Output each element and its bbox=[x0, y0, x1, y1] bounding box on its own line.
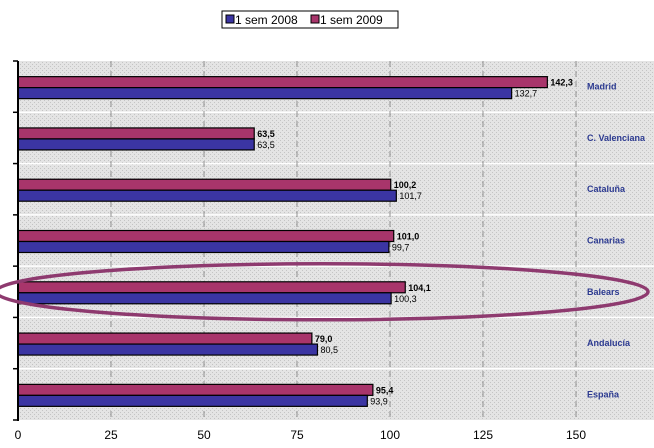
legend-swatch-2008 bbox=[225, 14, 235, 24]
bar-2008 bbox=[17, 87, 513, 100]
value-label-2008: 100,3 bbox=[394, 294, 417, 304]
bar-2008 bbox=[17, 138, 255, 151]
bar-2009 bbox=[17, 383, 374, 396]
bar-2009 bbox=[17, 332, 313, 345]
bar-2008 bbox=[17, 343, 319, 356]
legend-box bbox=[221, 10, 399, 29]
x-tick-label: 100 bbox=[380, 428, 400, 442]
bar-2008 bbox=[17, 394, 368, 407]
value-label-2008: 93,9 bbox=[370, 396, 388, 406]
bar-2009 bbox=[17, 281, 406, 294]
legend-swatch-2009 bbox=[310, 14, 320, 24]
value-label-2009: 95,4 bbox=[376, 385, 394, 395]
x-tick-label: 125 bbox=[473, 428, 493, 442]
value-label-2009: 100,2 bbox=[394, 180, 417, 190]
value-label-2008: 101,7 bbox=[399, 191, 422, 201]
value-label-2008: 63,5 bbox=[257, 140, 275, 150]
category-label: Madrid bbox=[587, 82, 617, 92]
bar-2008 bbox=[17, 292, 392, 305]
category-label: C. Valenciana bbox=[587, 133, 646, 143]
x-tick-label: 150 bbox=[566, 428, 586, 442]
bar-2009 bbox=[17, 76, 548, 89]
value-label-2009: 79,0 bbox=[315, 334, 333, 344]
legend-label-2008: 1 sem 2008 bbox=[235, 13, 298, 27]
x-tick-label: 75 bbox=[290, 428, 304, 442]
x-axis: 0 25 50 75 100 125 150 bbox=[13, 60, 586, 442]
highlight-ellipse-shape bbox=[0, 262, 650, 322]
legend-label-2009: 1 sem 2009 bbox=[320, 13, 383, 27]
value-label-2009: 142,3 bbox=[550, 78, 573, 88]
x-tick-label: 0 bbox=[15, 428, 22, 442]
bar-2009 bbox=[17, 229, 395, 243]
category-label: Balears bbox=[587, 287, 620, 297]
value-label-2008: 99,7 bbox=[392, 243, 410, 253]
value-label-2009: 104,1 bbox=[408, 283, 431, 293]
bar-2009 bbox=[17, 178, 392, 191]
legend: 1 sem 2008 1 sem 2009 bbox=[221, 10, 399, 29]
value-label-2009: 63,5 bbox=[257, 129, 275, 139]
category-label: Andalucía bbox=[587, 338, 631, 348]
category-label: España bbox=[587, 389, 620, 399]
highlight-ellipse bbox=[0, 262, 650, 322]
bar-2008 bbox=[17, 240, 390, 254]
value-label-2008: 132,7 bbox=[515, 89, 538, 99]
value-label-2008: 80,5 bbox=[320, 345, 338, 355]
value-label-2009: 101,0 bbox=[397, 232, 420, 242]
bar-2009 bbox=[17, 127, 255, 140]
bar-2008 bbox=[17, 189, 397, 202]
category-label: Canarias bbox=[587, 236, 625, 246]
bars: 142,3 132,7 Madrid 63,563,5 C. Valenciana 100… bbox=[17, 76, 646, 407]
x-tick-label: 25 bbox=[104, 428, 118, 442]
x-tick-label: 50 bbox=[197, 428, 211, 442]
category-label: Cataluña bbox=[587, 184, 626, 194]
